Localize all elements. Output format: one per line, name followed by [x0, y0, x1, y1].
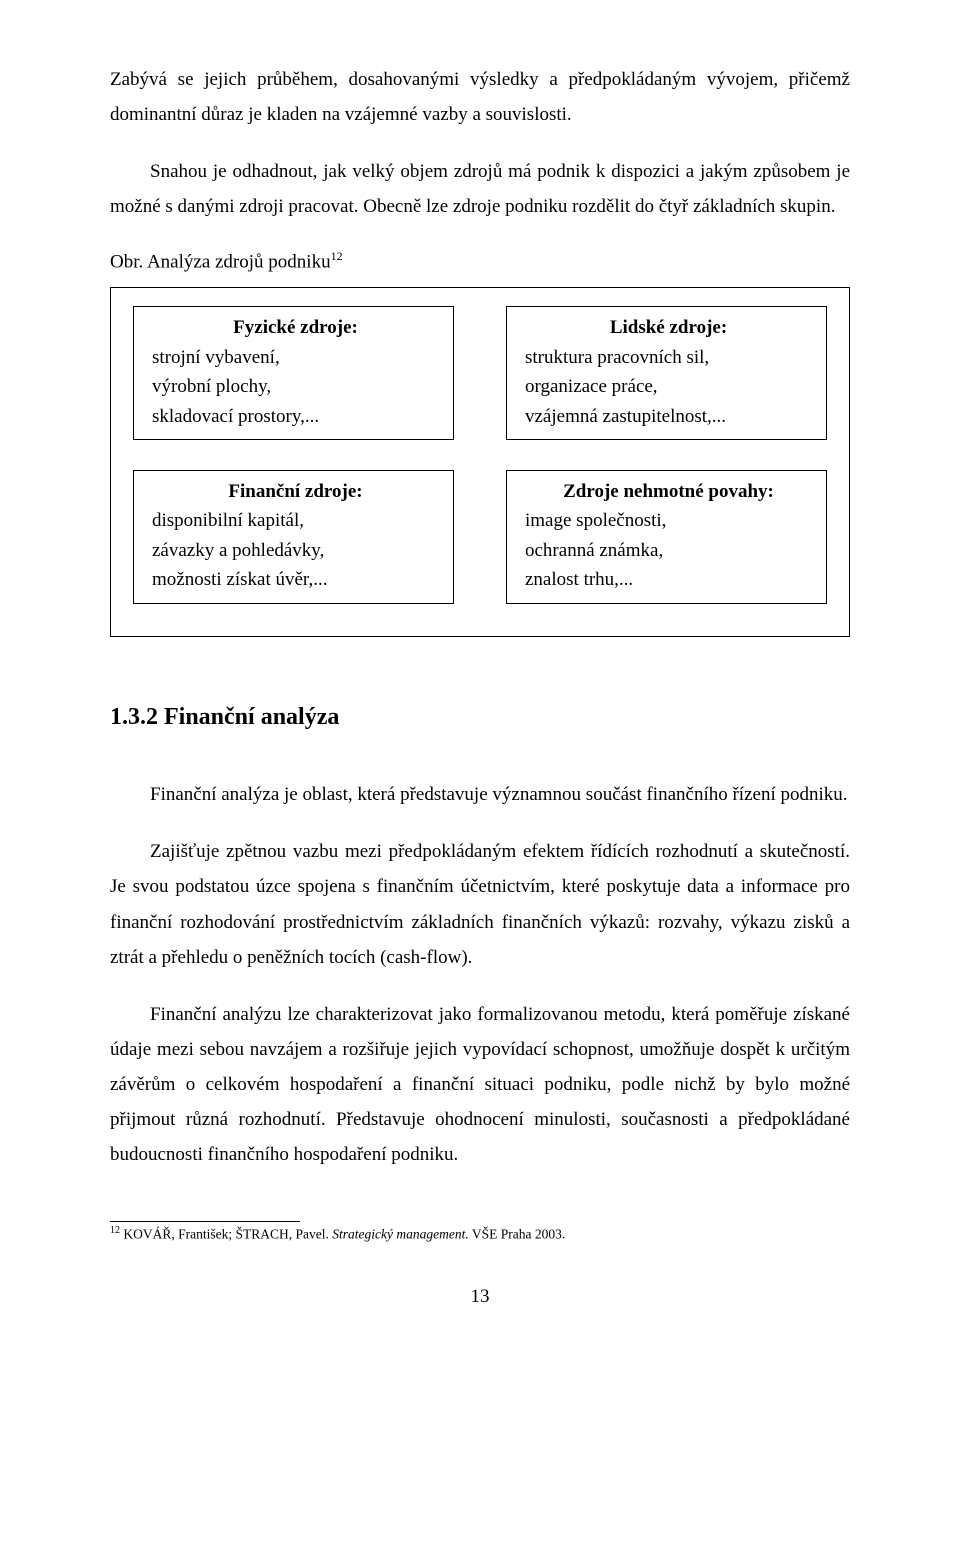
box-financial-body: disponibilní kapitál, závazky a pohledáv…: [152, 506, 439, 594]
page-number: 13: [110, 1279, 850, 1314]
box-human-title: Lidské zdroje:: [525, 313, 812, 342]
footnote-mark: 12: [110, 1225, 120, 1236]
resources-diagram: Fyzické zdroje: strojní vybavení, výrobn…: [110, 287, 850, 637]
intro-paragraph-2: Snahou je odhadnout, jak velký objem zdr…: [110, 154, 850, 224]
box-physical-body: strojní vybavení, výrobní plochy, sklado…: [152, 343, 439, 431]
box-intangible-title: Zdroje nehmotné povahy:: [525, 477, 812, 506]
body-paragraph-2: Zajišťuje zpětnou vazbu mezi předpokláda…: [110, 834, 850, 975]
box-physical: Fyzické zdroje: strojní vybavení, výrobn…: [133, 306, 454, 440]
figure-caption: Obr. Analýza zdrojů podniku12: [110, 247, 850, 278]
section-number: 1.3.2: [110, 704, 158, 730]
footnote-rule: [110, 1221, 300, 1222]
box-human: Lidské zdroje: struktura pracovních sil,…: [506, 306, 827, 440]
intro-paragraph-1: Zabývá se jejich průběhem, dosahovanými …: [110, 62, 850, 132]
box-intangible-body: image společnosti, ochranná známka, znal…: [525, 506, 812, 594]
box-intangible: Zdroje nehmotné povahy: image společnost…: [506, 470, 827, 604]
box-physical-title: Fyzické zdroje:: [152, 313, 439, 342]
section-heading: 1.3.2 Finanční analýza: [110, 695, 850, 739]
body-paragraph-1: Finanční analýza je oblast, která předst…: [110, 777, 850, 812]
box-financial-title: Finanční zdroje:: [152, 477, 439, 506]
figure-caption-ref: 12: [331, 249, 343, 263]
footnote-pre: KOVÁŘ, František; ŠTRACH, Pavel.: [120, 1226, 332, 1241]
footnote: 12 KOVÁŘ, František; ŠTRACH, Pavel. Stra…: [110, 1224, 850, 1243]
footnote-italic: Strategický management.: [332, 1226, 468, 1241]
box-financial: Finanční zdroje: disponibilní kapitál, z…: [133, 470, 454, 604]
section-title: Finanční analýza: [164, 704, 339, 730]
body-paragraph-3: Finanční analýzu lze charakterizovat jak…: [110, 997, 850, 1173]
box-human-body: struktura pracovních sil, organizace prá…: [525, 343, 812, 431]
figure-caption-text: Obr. Analýza zdrojů podniku: [110, 251, 331, 272]
footnote-post: VŠE Praha 2003.: [469, 1226, 566, 1241]
